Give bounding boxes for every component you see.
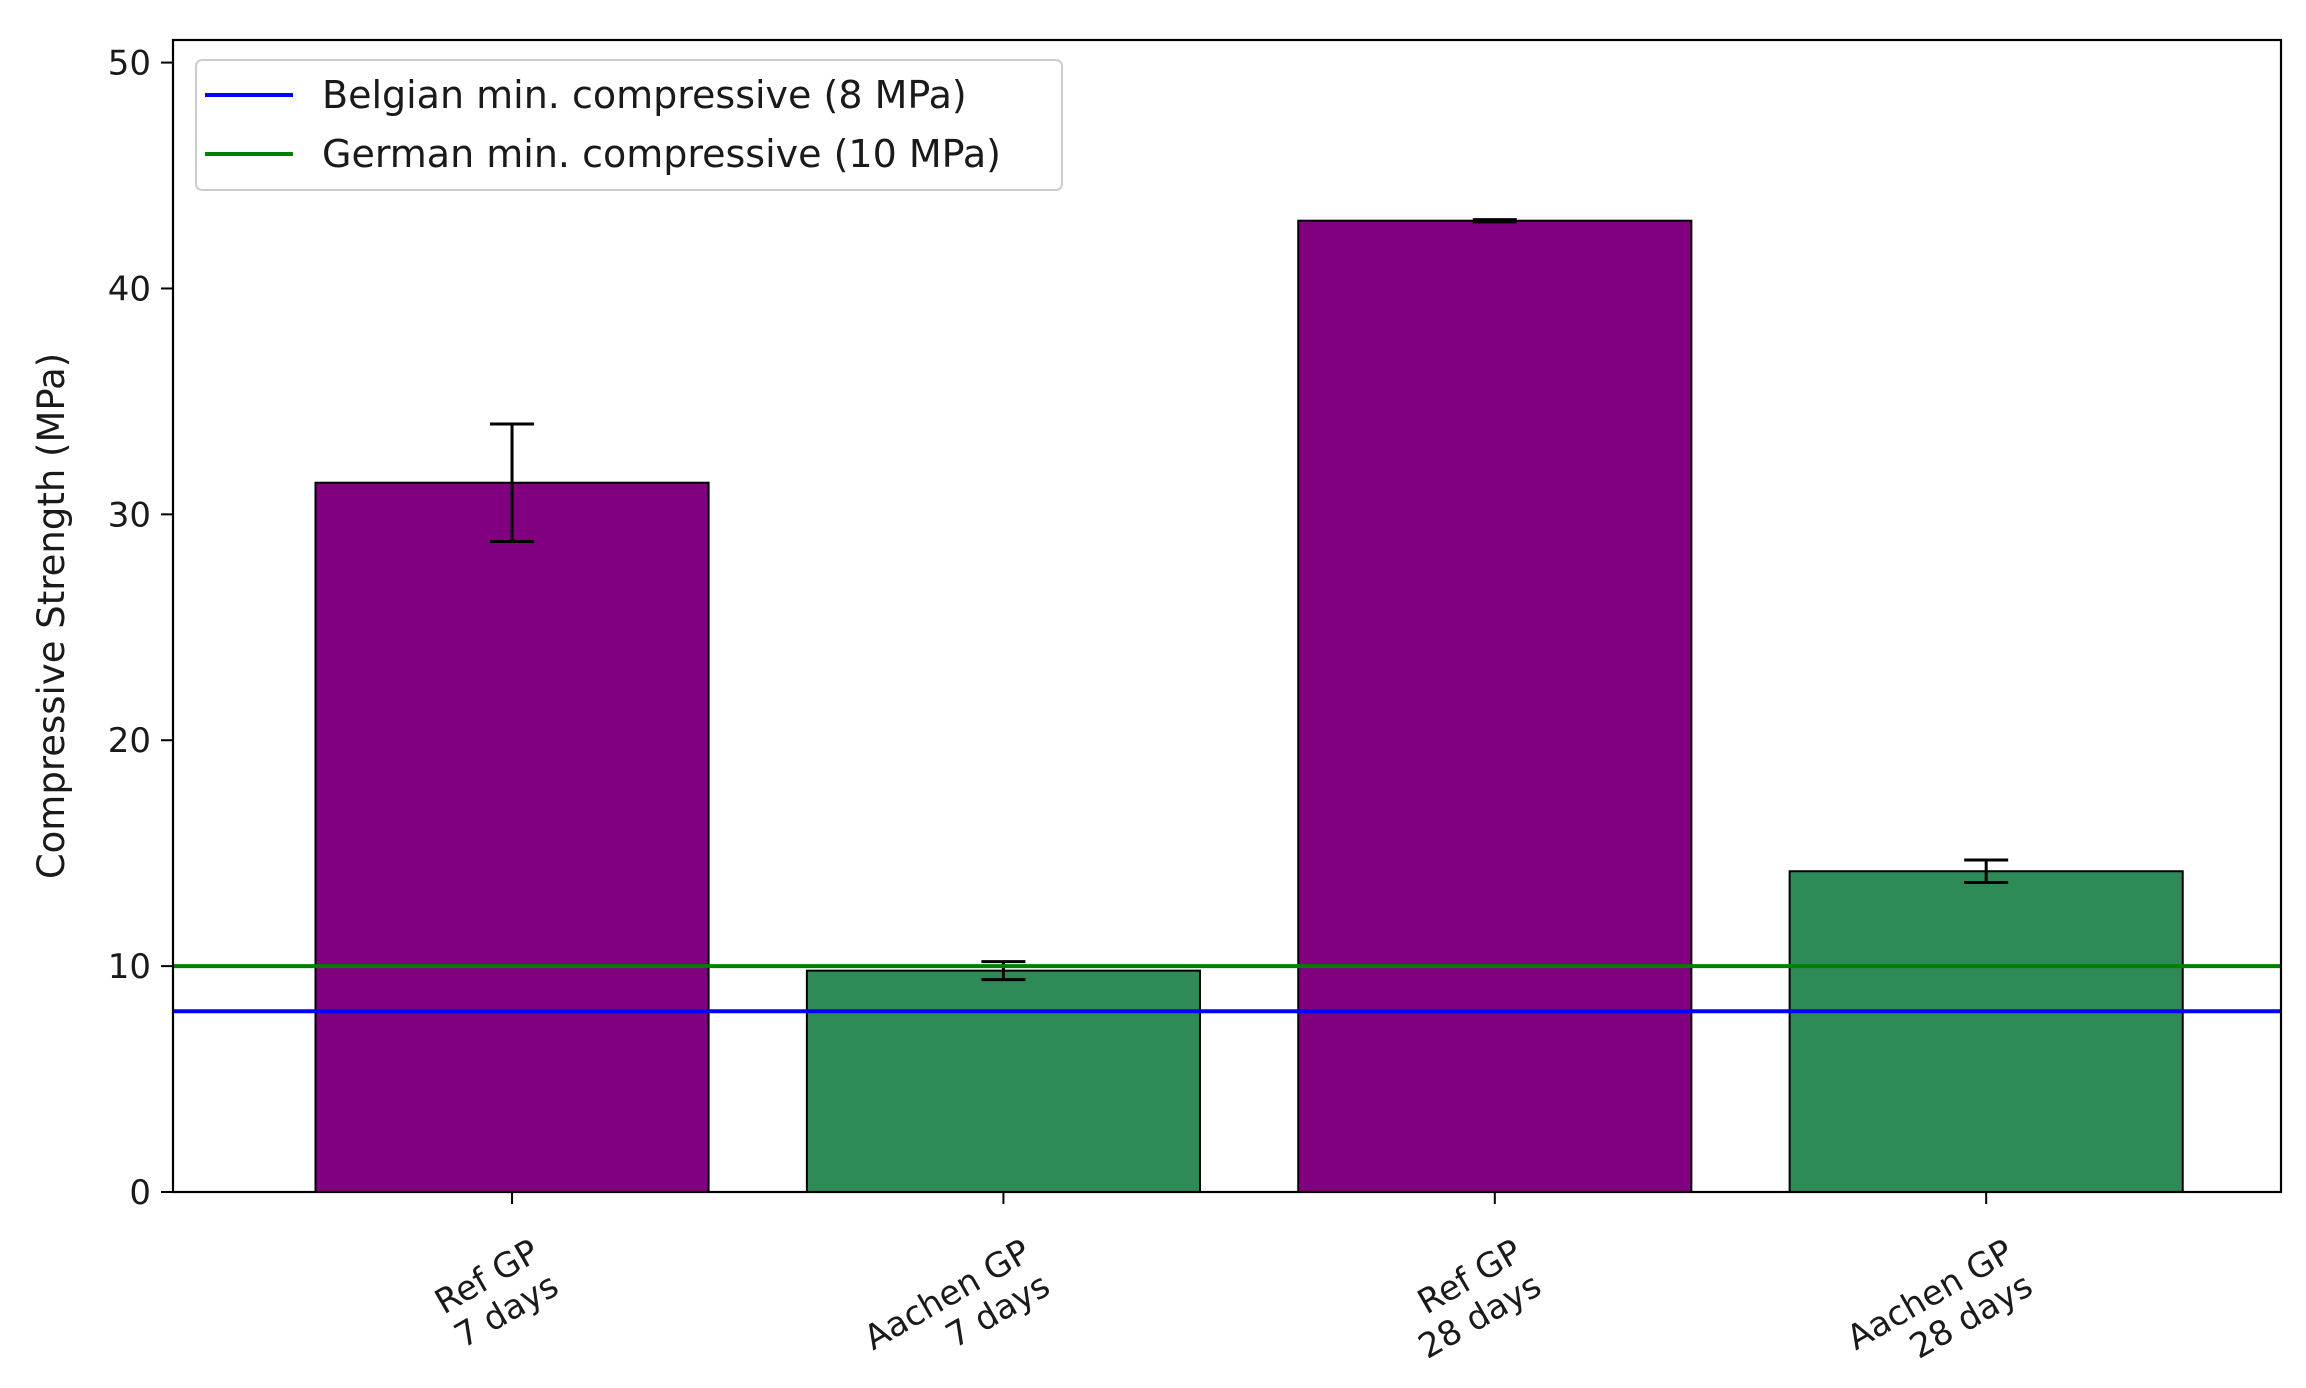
- y-tick-label: 40: [108, 269, 151, 309]
- y-tick-label: 20: [108, 721, 151, 761]
- errorbars-layer: [490, 218, 2009, 982]
- legend: Belgian min. compressive (8 MPa) German m…: [195, 59, 1063, 191]
- bar-2: [805, 969, 1201, 1194]
- y-tick-label: 30: [108, 495, 151, 535]
- y-axis-label: Compressive Strength (MPa): [30, 353, 73, 879]
- bar-4: [1788, 870, 2184, 1193]
- bars-layer: [314, 219, 2184, 1194]
- y-tick-label: 50: [108, 44, 151, 84]
- y-axis: 0 10 20 30 40 50: [108, 44, 173, 1213]
- y-tick-label: 0: [129, 1173, 151, 1213]
- plot-area-frame: [171, 38, 2283, 1194]
- legend-box: [195, 59, 1063, 191]
- bar-1: [314, 481, 710, 1193]
- legend-entry-1: Belgian min. compressive (8 MPa): [322, 73, 967, 117]
- bar-3: [1297, 219, 1693, 1194]
- y-tick-label: 10: [108, 947, 151, 987]
- legend-entry-2: German min. compressive (10 MPa): [322, 132, 1001, 176]
- reference-lines-layer: [173, 964, 2281, 1014]
